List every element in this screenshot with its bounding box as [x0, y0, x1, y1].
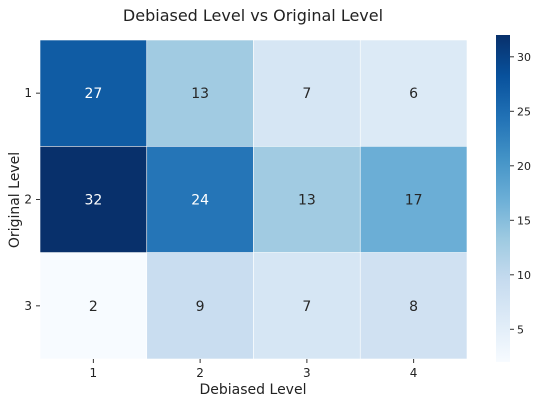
colorbar [496, 35, 510, 362]
heatmap-cell [253, 39, 361, 147]
heatmap-cell [359, 146, 468, 253]
heatmap-cells [39, 39, 468, 360]
heatmap-cell [359, 39, 468, 147]
cell-value-label: 6 [409, 86, 418, 102]
heatmap-cell [359, 252, 468, 360]
cell-value-label: 2 [89, 299, 98, 315]
colorbar-tick-label: 20 [517, 160, 531, 173]
cell-value-label: 13 [298, 193, 316, 209]
colorbar-tick-label: 30 [517, 51, 531, 64]
x-tick-label: 1 [90, 366, 98, 380]
colorbar-tick-label: 15 [517, 214, 531, 227]
colorbar-tick-label: 10 [517, 269, 531, 282]
colorbar-tick-label: 5 [517, 323, 524, 336]
x-axis-ticks: 1 2 3 4 [90, 359, 418, 380]
chart-title: Debiased Level vs Original Level [123, 6, 383, 25]
y-axis-label: Original Level [7, 152, 23, 248]
x-tick-label: 4 [410, 366, 418, 380]
y-tick-label: 3 [24, 299, 32, 313]
cell-value-label: 24 [191, 193, 209, 209]
cell-value-label: 17 [405, 193, 423, 209]
heatmap-cell-labels: 27 13 7 6 32 24 13 17 2 9 7 8 [84, 86, 422, 315]
colorbar-ticks: 5 10 15 20 25 30 [510, 51, 531, 336]
heatmap-cell [146, 39, 254, 147]
heatmap-cell [253, 146, 361, 253]
cell-value-label: 8 [409, 299, 418, 315]
x-tick-label: 2 [196, 366, 204, 380]
heatmap-cell [146, 146, 254, 253]
heatmap-cell [146, 252, 254, 360]
cell-value-label: 32 [84, 193, 102, 209]
cell-value-label: 13 [191, 86, 209, 102]
x-tick-label: 3 [303, 366, 311, 380]
cell-value-label: 9 [196, 299, 205, 315]
y-tick-label: 2 [24, 193, 32, 207]
cell-value-label: 27 [84, 86, 102, 102]
y-axis-ticks: 1 2 3 [24, 86, 40, 313]
cell-value-label: 7 [302, 86, 311, 102]
colorbar-tick-label: 25 [517, 105, 531, 118]
x-axis-label: Debiased Level [200, 382, 307, 398]
heatmap-cell [39, 146, 148, 253]
cell-value-label: 7 [302, 299, 311, 315]
y-tick-label: 1 [24, 86, 32, 100]
heatmap-cell [39, 39, 148, 147]
